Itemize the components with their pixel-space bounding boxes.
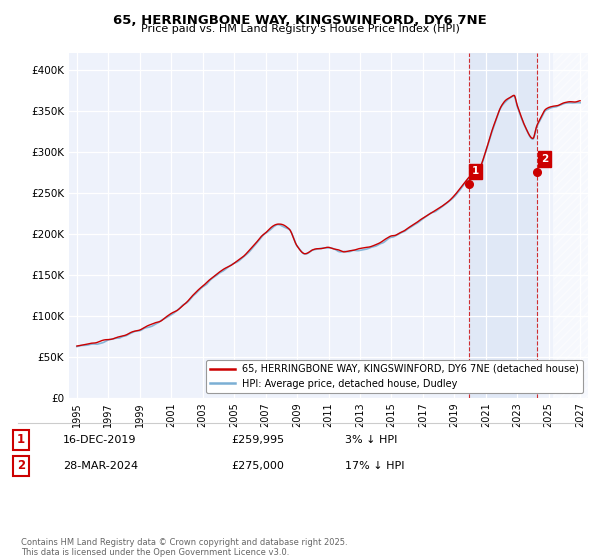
Text: Price paid vs. HM Land Registry's House Price Index (HPI): Price paid vs. HM Land Registry's House … — [140, 24, 460, 34]
Text: 1: 1 — [472, 166, 479, 176]
Text: 1: 1 — [17, 433, 25, 446]
Text: £275,000: £275,000 — [231, 461, 284, 471]
Bar — [469, 53, 537, 398]
Text: 28-MAR-2024: 28-MAR-2024 — [63, 461, 138, 471]
Text: £259,995: £259,995 — [231, 435, 284, 445]
Text: 2: 2 — [541, 154, 548, 164]
Text: 16-DEC-2019: 16-DEC-2019 — [63, 435, 137, 445]
Text: 65, HERRINGBONE WAY, KINGSWINFORD, DY6 7NE: 65, HERRINGBONE WAY, KINGSWINFORD, DY6 7… — [113, 14, 487, 27]
Text: 3% ↓ HPI: 3% ↓ HPI — [345, 435, 397, 445]
Text: 17% ↓ HPI: 17% ↓ HPI — [345, 461, 404, 471]
Text: Contains HM Land Registry data © Crown copyright and database right 2025.
This d: Contains HM Land Registry data © Crown c… — [21, 538, 347, 557]
Text: 2: 2 — [17, 459, 25, 473]
Bar — [553, 53, 588, 398]
Legend: 65, HERRINGBONE WAY, KINGSWINFORD, DY6 7NE (detached house), HPI: Average price,: 65, HERRINGBONE WAY, KINGSWINFORD, DY6 7… — [206, 360, 583, 393]
